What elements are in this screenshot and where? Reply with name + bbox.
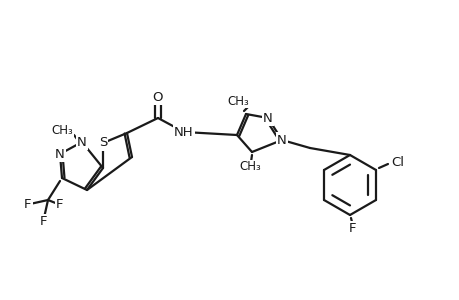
Text: N: N bbox=[263, 112, 272, 124]
Text: N: N bbox=[77, 136, 87, 148]
Text: F: F bbox=[40, 215, 48, 229]
Text: S: S bbox=[99, 136, 107, 149]
Text: Cl: Cl bbox=[391, 155, 403, 169]
Text: NH: NH bbox=[174, 125, 193, 139]
Text: CH₃: CH₃ bbox=[227, 94, 248, 107]
Text: F: F bbox=[348, 223, 356, 236]
Text: N: N bbox=[276, 134, 286, 146]
Text: O: O bbox=[152, 91, 163, 103]
Text: CH₃: CH₃ bbox=[51, 124, 73, 136]
Text: N: N bbox=[55, 148, 65, 160]
Text: F: F bbox=[24, 199, 32, 212]
Text: CH₃: CH₃ bbox=[239, 160, 260, 173]
Text: F: F bbox=[56, 199, 64, 212]
